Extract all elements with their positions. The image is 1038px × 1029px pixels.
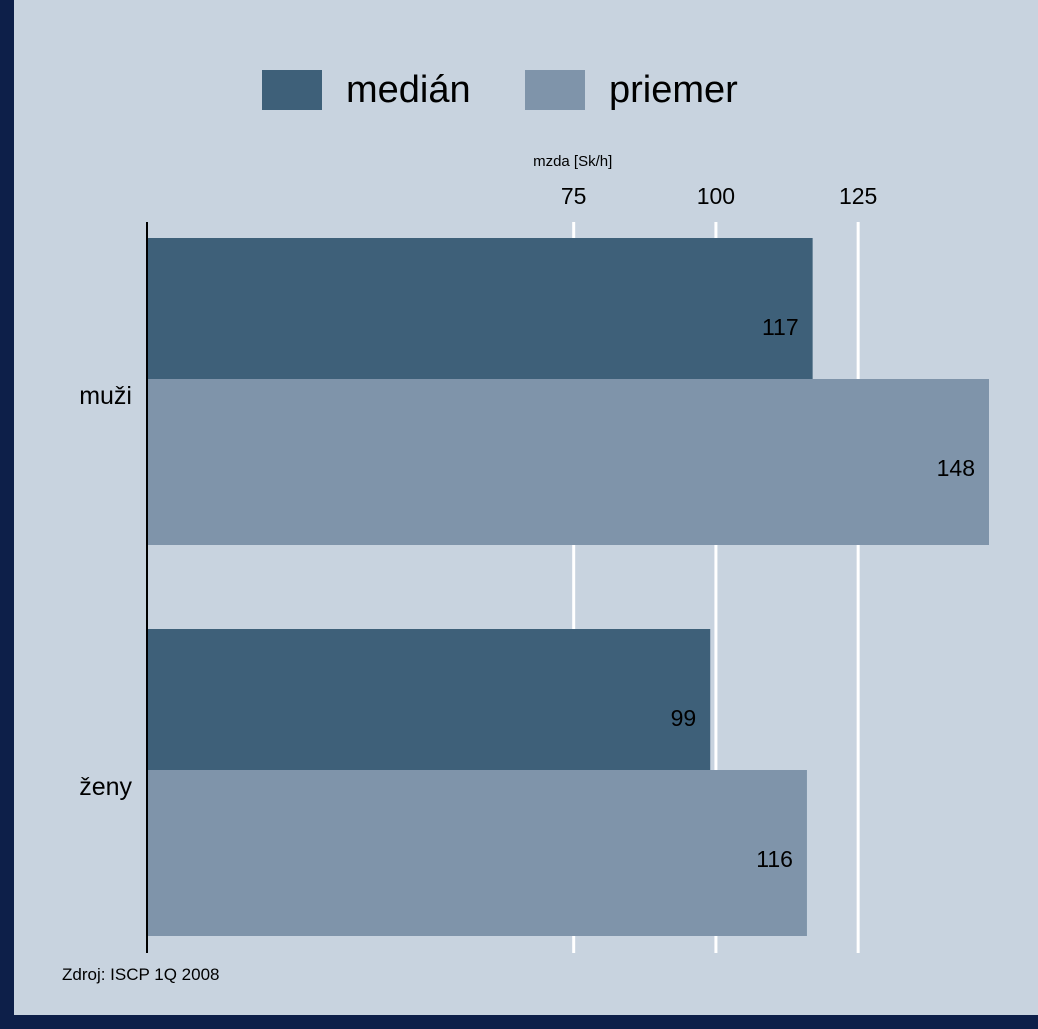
data-label: 117 (762, 314, 799, 340)
x-axis-title: mzda [Sk/h] (533, 153, 612, 170)
source-note: Zdroj: ISCP 1Q 2008 (62, 965, 220, 984)
category-label: muži (79, 382, 132, 410)
data-label: 148 (937, 455, 975, 481)
legend-swatch-priemer (525, 70, 585, 110)
legend-item-priemer: priemer (525, 70, 738, 110)
chart-panel: medián priemer 117 148 muži 99 116 ženy 75 100 1… (14, 0, 1038, 1015)
bar-priemer-muži (147, 379, 989, 545)
bar-medián-ženy (147, 629, 711, 795)
legend-label-median: medián (346, 69, 471, 111)
data-label: 116 (756, 846, 793, 872)
x-tick-label: 100 (697, 183, 735, 209)
bar-chart: 117 148 muži 99 116 ženy 75 100 125 mzda [Sk/h] (79, 153, 989, 953)
data-label: 99 (671, 705, 697, 731)
legend-label-priemer: priemer (609, 69, 738, 111)
legend-swatch-median (262, 70, 322, 110)
bar-priemer-ženy (147, 770, 807, 936)
x-tick-label: 125 (839, 183, 877, 209)
category-label: ženy (79, 773, 132, 801)
bar-medián-muži (147, 238, 813, 404)
x-tick-label: 75 (561, 183, 587, 209)
legend-item-median: medián (262, 70, 471, 110)
